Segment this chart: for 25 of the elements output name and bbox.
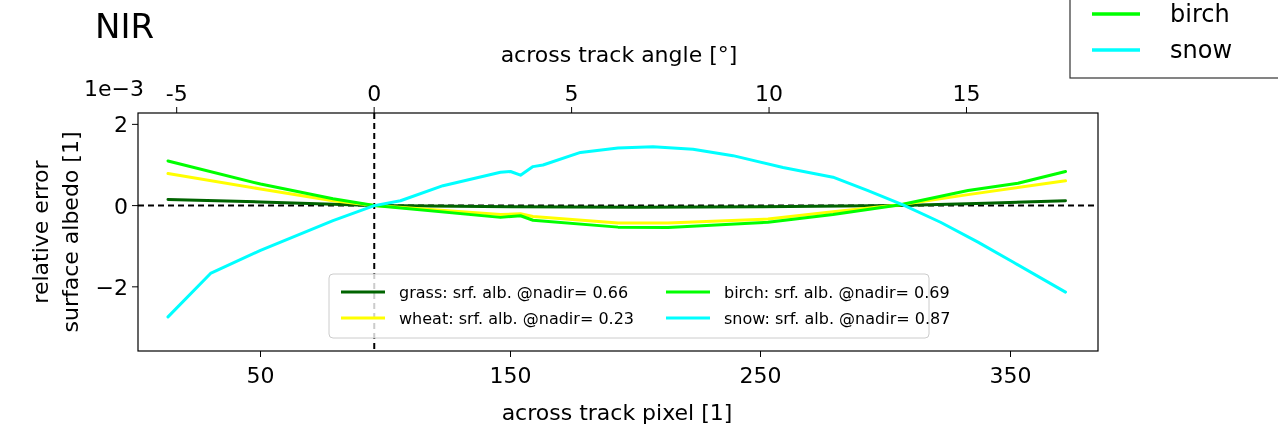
line-series bbox=[166, 198, 1067, 209]
x2-tick-label: 15 bbox=[952, 81, 981, 106]
x-axis-title: across track pixel [1] bbox=[501, 400, 733, 425]
text: birch bbox=[1170, 0, 1230, 28]
legend-label: wheat: srf. alb. @nadir= 0.23 bbox=[399, 309, 634, 328]
x-tick-label: 350 bbox=[989, 363, 1032, 388]
x2-axis-title: across track angle [°] bbox=[500, 42, 738, 67]
legend-label: snow: srf. alb. @nadir= 0.87 bbox=[724, 309, 951, 328]
text: 1e−3 bbox=[84, 76, 144, 101]
line-series bbox=[166, 159, 1067, 230]
x2-tick-label: 5 bbox=[564, 81, 579, 106]
x-tick-label: 50 bbox=[246, 363, 275, 388]
y-tick-label: 0 bbox=[114, 193, 128, 219]
legend-label: birch: srf. alb. @nadir= 0.69 bbox=[724, 283, 950, 302]
y-tick-label: 2 bbox=[114, 112, 128, 138]
y-tick-label: −2 bbox=[95, 274, 128, 300]
x-tick-label: 150 bbox=[489, 363, 532, 388]
x-tick-label: 250 bbox=[739, 363, 782, 388]
chart-title: NIR bbox=[95, 6, 155, 46]
text: snow bbox=[1170, 36, 1233, 64]
x2-tick-label: 0 bbox=[367, 81, 382, 106]
legend-label: grass: srf. alb. @nadir= 0.66 bbox=[399, 283, 629, 302]
x2-tick-label: -5 bbox=[165, 81, 188, 106]
y-axis-title: relative error surface albedo [1] bbox=[28, 131, 83, 333]
x2-tick-label: 10 bbox=[755, 81, 784, 106]
